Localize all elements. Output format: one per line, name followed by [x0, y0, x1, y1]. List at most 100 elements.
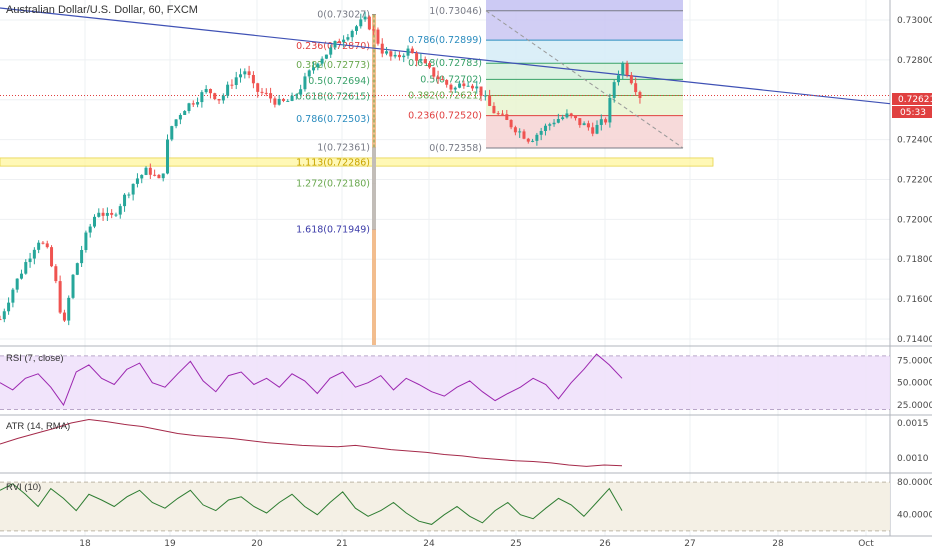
candle-body: [281, 98, 285, 101]
candle-body: [449, 84, 453, 90]
candle-body: [509, 119, 513, 128]
highlight-band[interactable]: [0, 157, 714, 167]
fib-zone: [486, 40, 683, 64]
candle-body: [574, 115, 578, 119]
fib-zone: [486, 10, 683, 41]
time-axis-label: 26: [599, 539, 611, 549]
candle-body: [148, 167, 152, 175]
atr-axis-tick: 0.0010: [897, 454, 929, 464]
candle-body: [50, 247, 54, 267]
fib-left-level-label: 0(0.73027): [317, 10, 370, 21]
candle-body: [427, 63, 431, 68]
price-axis-tick-label: 0.72800: [897, 56, 932, 66]
price-axis-tick-label: 0.72200: [897, 175, 932, 185]
axis-layer: 0.73000 0.72800 0.72400 0.72200 0.72000 0.718…: [79, 16, 932, 549]
candle-body: [71, 274, 75, 298]
candle-body: [556, 119, 560, 123]
candle-body: [58, 281, 62, 313]
candle-body: [513, 127, 517, 133]
fib-left-level-label: 1.618(0.71949): [296, 225, 370, 236]
candle-body: [518, 131, 522, 133]
candle-body: [561, 117, 565, 120]
fib-right-trend: [485, 10, 684, 149]
candle-body: [458, 83, 462, 88]
candle-body: [161, 173, 165, 179]
trendline[interactable]: [0, 7, 891, 105]
candle-body: [32, 249, 36, 259]
fib-left-level-label: 0.236(0.72870): [296, 41, 370, 52]
price-axis-tick-label: 0.72000: [897, 215, 932, 225]
candle-body: [350, 30, 354, 38]
time-axis-label: 18: [79, 539, 91, 549]
time-axis-label: 25: [510, 539, 521, 549]
candle-body: [243, 71, 247, 75]
candle-body: [423, 59, 427, 64]
candle-body: [346, 37, 350, 40]
candle-body: [535, 134, 539, 141]
candle-body: [196, 102, 200, 105]
candles-layer: [0, 11, 642, 326]
candle-body: [582, 123, 586, 126]
rsi-label: RSI (7, close): [6, 353, 64, 364]
candle-body: [402, 55, 406, 58]
candle-body: [170, 126, 174, 140]
candle-body: [24, 262, 28, 274]
rsi-band: [0, 355, 890, 410]
candle-body: [324, 54, 328, 59]
candle-body: [501, 113, 505, 115]
rvi-axis-tick: 80.0000: [897, 478, 932, 488]
fib-left-level-label: 0.5(0.72694): [308, 76, 370, 87]
candle-body: [166, 139, 170, 174]
candle-body: [492, 105, 496, 114]
fib-right-level-label: 0.382(0.72621): [408, 91, 482, 102]
price-axis-tick-label: 0.72400: [897, 136, 932, 146]
candle-body: [531, 140, 535, 142]
candle-body: [337, 41, 341, 43]
candle-body: [432, 67, 436, 77]
candle-body: [380, 43, 384, 54]
candle-body: [239, 74, 243, 78]
fib-right-level-label: 0.786(0.72899): [408, 35, 482, 46]
time-axis-label: Oct: [858, 539, 874, 549]
indicators-layer: [0, 353, 890, 532]
candle-body: [565, 113, 569, 118]
candle-body: [230, 84, 234, 86]
candle-body: [204, 88, 208, 93]
time-axis-label: 28: [772, 539, 784, 549]
candle-body: [105, 212, 109, 216]
candle-body: [586, 123, 590, 128]
candle-body: [247, 71, 251, 75]
rvi-line: [0, 483, 623, 525]
candle-body: [329, 47, 333, 55]
countdown-value: 05:33: [900, 108, 926, 118]
rsi-axis-tick: 50.0000: [897, 379, 932, 389]
candle-body: [264, 92, 268, 94]
candle-body: [217, 99, 221, 101]
candle-body: [488, 95, 492, 106]
candle-body: [80, 249, 84, 264]
candle-body: [453, 87, 457, 90]
price-axis-tick-label: 0.71400: [897, 335, 932, 345]
candle-body: [208, 88, 212, 94]
rsi-line: [0, 353, 623, 407]
candle-body: [135, 178, 139, 184]
candle-body: [616, 75, 620, 83]
fibonacci-layer[interactable]: 1(0.73046) 0.786(0.72899) 0.618(0.72783) 0.…: [0, 0, 891, 346]
fib-left-level-label: 0.382(0.72773): [296, 60, 370, 71]
candle-body: [466, 85, 470, 87]
rvi-band: [0, 482, 890, 531]
atr-axis-tick: 0.0015: [897, 419, 929, 429]
candle-body: [92, 216, 96, 227]
candle-body: [251, 74, 255, 84]
candle-body: [625, 63, 629, 76]
candle-body: [638, 92, 642, 98]
candle-body: [178, 115, 182, 120]
last-price-tag: [892, 93, 932, 105]
candle-body: [591, 127, 595, 134]
candle-body: [316, 63, 320, 68]
time-axis-label: 21: [336, 539, 347, 549]
candle-body: [367, 16, 371, 30]
candle-body: [548, 124, 552, 126]
